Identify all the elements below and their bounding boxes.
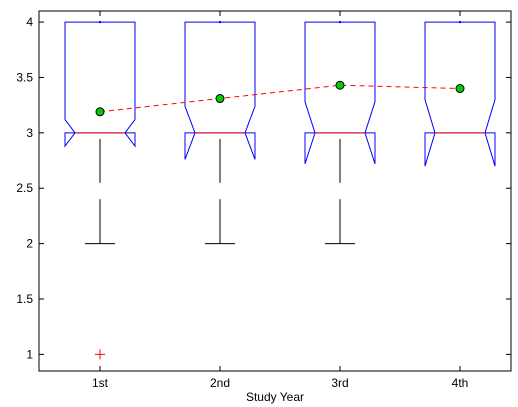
y-tick-label: 3.5 — [16, 70, 33, 84]
mean-marker — [95, 107, 105, 117]
mean-marker — [215, 94, 225, 104]
whisker-cap-high — [458, 20, 462, 24]
x-tick-label: 3rd — [331, 376, 348, 390]
notched-box — [424, 21, 496, 167]
whisker-cap-high — [98, 20, 102, 24]
x-tick-label: 1st — [92, 376, 109, 390]
notched-box — [64, 21, 136, 148]
notched-box — [304, 21, 376, 165]
outlier-marker — [95, 349, 105, 360]
mean-marker — [455, 84, 465, 94]
y-tick-label: 2.5 — [16, 181, 33, 195]
box-series — [64, 20, 496, 360]
y-axis: 1 1.5 2 2.5 3 3.5 4 — [16, 15, 511, 361]
whisker-cap-high — [338, 20, 342, 24]
whisker-cap-high — [218, 20, 222, 24]
x-tick-label: 4th — [452, 376, 469, 390]
mean-series — [95, 80, 465, 117]
mean-trend-line — [99, 84, 461, 113]
notched-box — [184, 21, 256, 160]
y-tick-label: 1.5 — [16, 292, 33, 306]
mean-marker — [335, 80, 345, 90]
y-tick-label: 4 — [26, 15, 33, 29]
plot-area — [38, 10, 512, 372]
x-axis-title: Study Year — [246, 390, 304, 404]
x-tick-label: 2nd — [210, 376, 230, 390]
x-axis: 1st 2nd 3rd 4th — [92, 11, 468, 390]
y-tick-label: 1 — [26, 347, 33, 361]
y-tick-label: 2 — [26, 237, 33, 251]
y-tick-label: 3 — [26, 126, 33, 140]
